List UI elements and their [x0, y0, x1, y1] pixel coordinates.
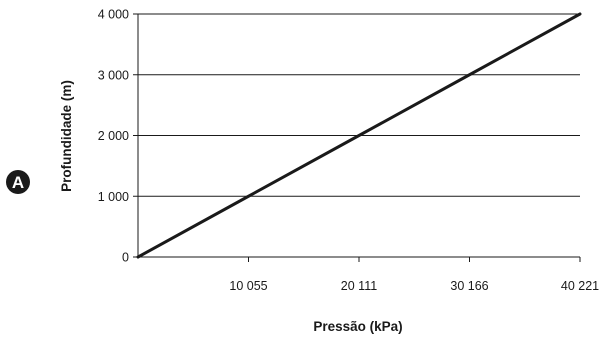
y-axis-title: Profundidade (m) — [59, 80, 74, 192]
x-tick-label-2: 30 166 — [450, 279, 488, 293]
y-tick-label-3: 3 000 — [98, 68, 129, 82]
panel-badge: A — [6, 170, 30, 194]
x-tick-label-0: 10 055 — [229, 279, 267, 293]
x-tick-labels: 10 055 20 111 30 166 40 221 — [229, 279, 599, 293]
series — [136, 12, 582, 259]
series-line-0 — [136, 12, 582, 259]
y-tick-label-1: 1 000 — [98, 190, 129, 204]
x-axis-title: Pressão (kPa) — [313, 319, 402, 334]
y-tick-label-4: 4 000 — [98, 8, 129, 22]
y-tick-label-2: 2 000 — [98, 129, 129, 143]
badge-label: A — [12, 173, 24, 192]
axes — [133, 13, 581, 262]
badge-circle — [6, 170, 30, 194]
grid-lines — [138, 13, 580, 197]
x-tick-label-3: 40 221 — [561, 279, 599, 293]
x-tick-label-1: 20 111 — [341, 279, 377, 293]
y-tick-labels: 0 1 000 2 000 3 000 4 000 — [98, 8, 129, 265]
y-tick-label-0: 0 — [122, 251, 129, 265]
